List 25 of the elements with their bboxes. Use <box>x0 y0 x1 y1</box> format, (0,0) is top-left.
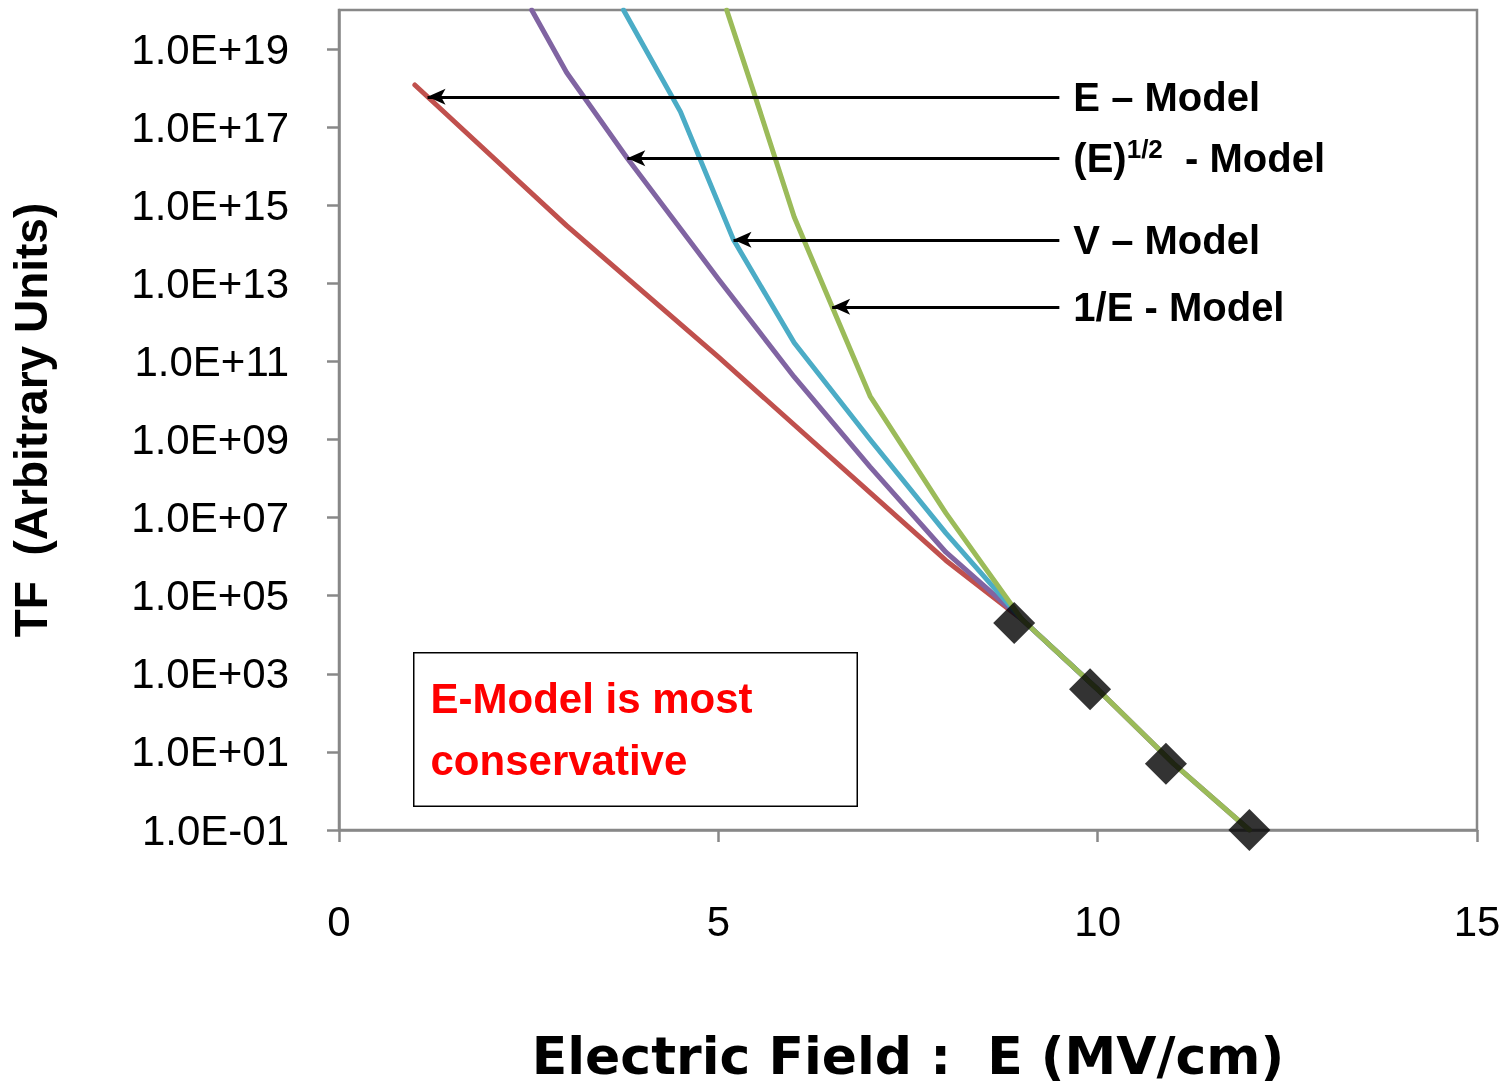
y-tick-label: 1.0E+19 <box>131 25 289 73</box>
y-tick-label: 1.0E+05 <box>131 572 289 620</box>
annotation: E-Model is most conservative <box>430 675 765 784</box>
y-tick-label: 1.0E+07 <box>131 494 289 542</box>
x-tick-label: 0 <box>327 897 351 945</box>
y-tick-label: 1.0E+11 <box>134 337 289 385</box>
y-axis-title: TF (Arbitrary Units) <box>5 202 57 638</box>
y-tick-label: 1.0E+03 <box>131 650 289 698</box>
annotation: 1/E - Model <box>1073 284 1285 329</box>
y-tick-label: 1.0E+09 <box>131 416 289 464</box>
y-tick-label: 1.0E+01 <box>131 728 289 776</box>
x-tick-label: 5 <box>706 897 731 945</box>
y-tick-label: 1.0E-01 <box>141 806 289 854</box>
annotation: V – Model <box>1073 217 1261 262</box>
point <box>1069 668 1112 711</box>
point <box>1144 742 1187 785</box>
point <box>993 602 1036 645</box>
y-tick-label: 1.0E+17 <box>131 103 289 151</box>
point <box>1228 809 1271 851</box>
annotation: E – Model <box>1073 74 1261 119</box>
x-axis-title: Electric Field : E (MV/cm) <box>531 1026 1285 1086</box>
y-tick-label: 1.0E+13 <box>131 259 289 307</box>
x-tick-label: 15 <box>1453 897 1501 945</box>
y-tick-label: 1.0E+15 <box>131 181 289 229</box>
x-tick-label: 10 <box>1074 897 1122 945</box>
